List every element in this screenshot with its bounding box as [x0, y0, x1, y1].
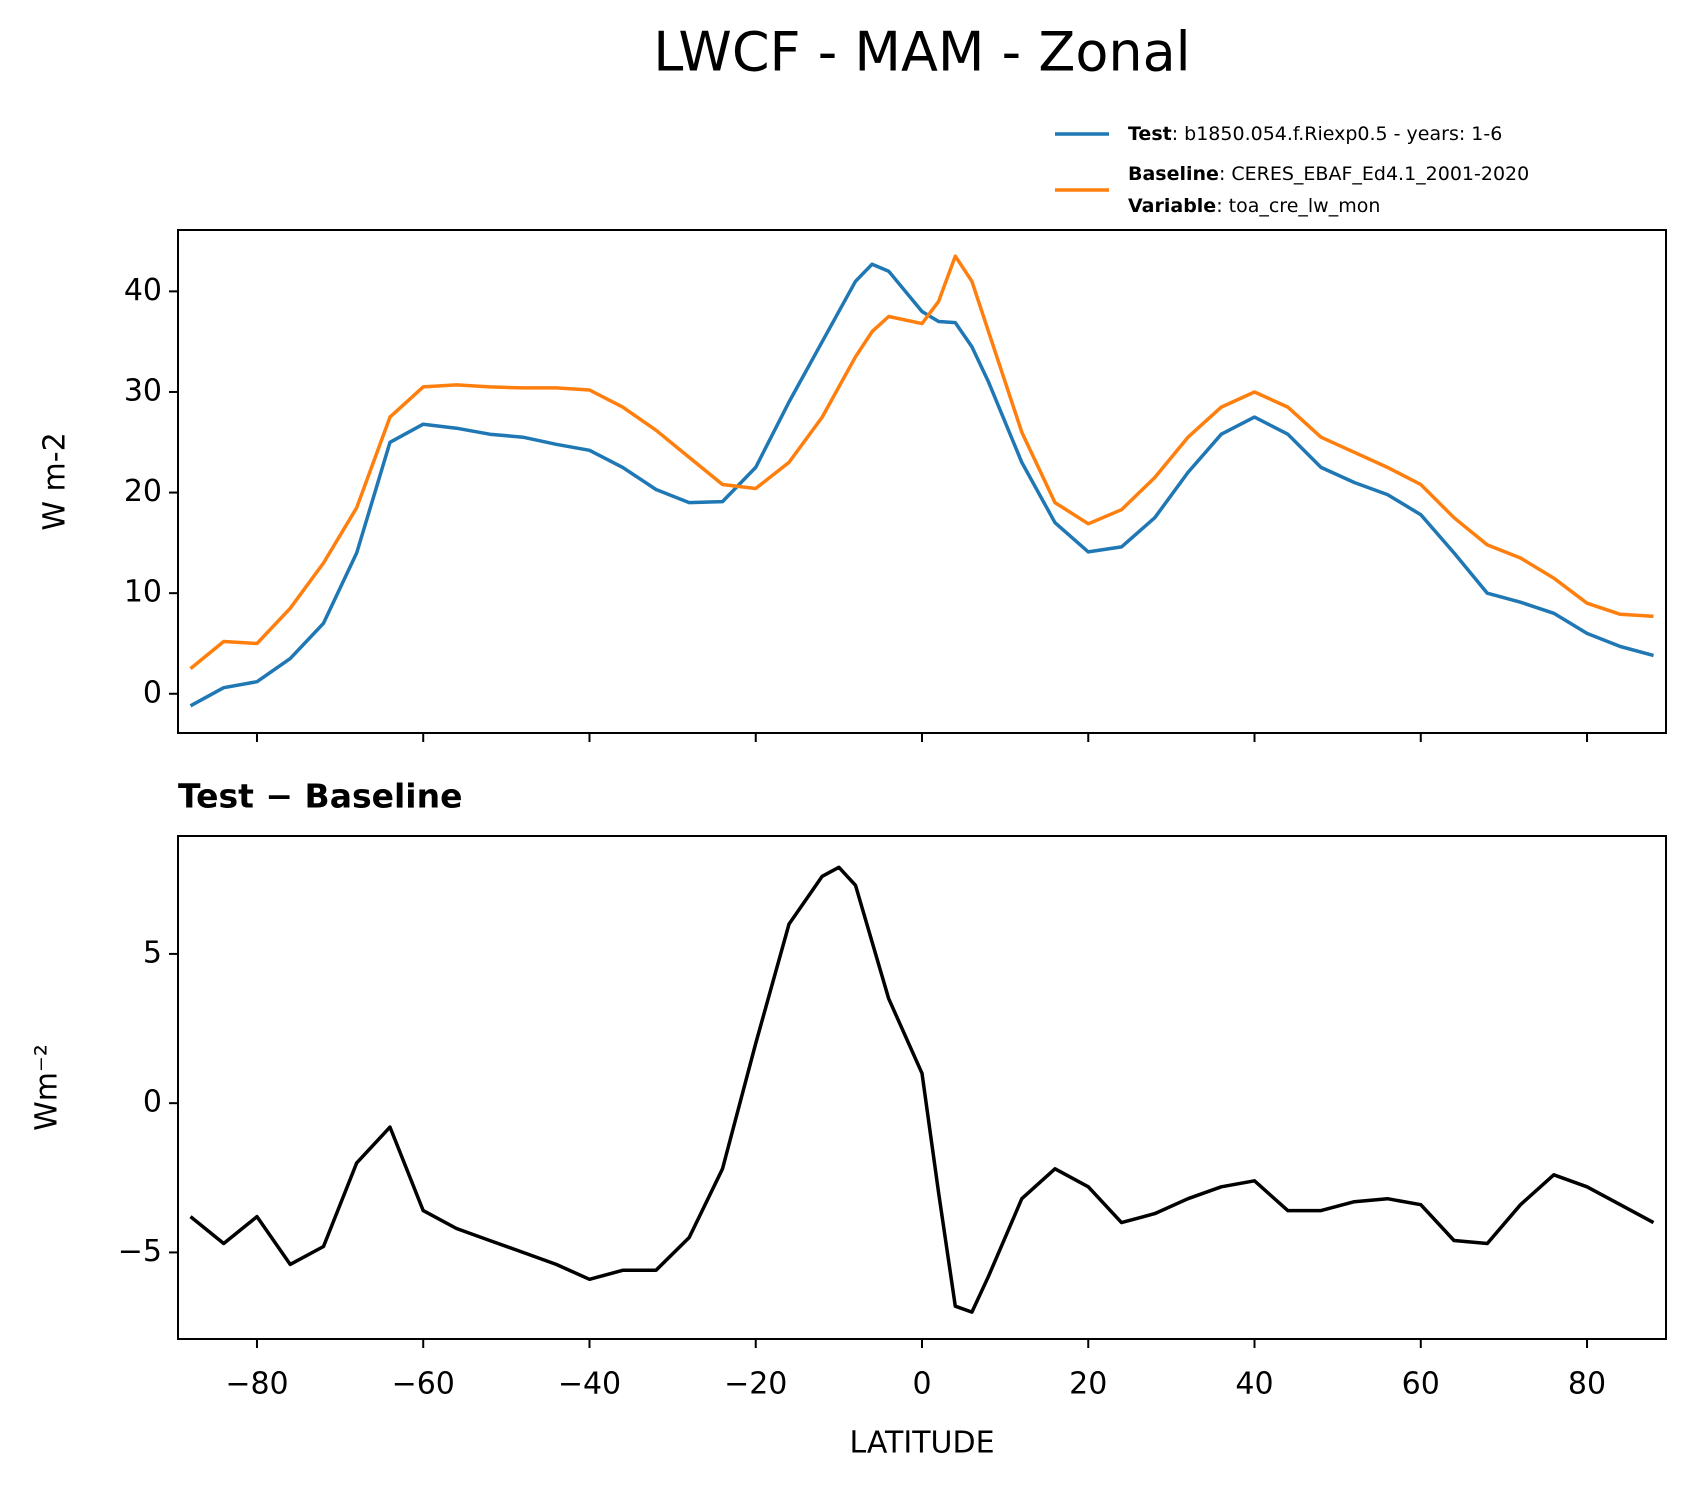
x-tick-label: −60 — [392, 1367, 455, 1402]
x-tick-label: 80 — [1568, 1367, 1606, 1402]
legend-label: Test: b1850.054.f.Riexp0.5 - years: 1-6 — [1128, 123, 1502, 145]
x-tick-label: −20 — [724, 1367, 787, 1402]
x-tick-label: 0 — [912, 1367, 931, 1402]
x-axis-label: LATITUDE — [849, 1426, 994, 1461]
legend-name: Test — [1128, 123, 1172, 145]
y-tick-label: 20 — [124, 474, 162, 509]
data-line — [189, 254, 1654, 670]
figure-title: LWCF - MAM - Zonal — [653, 21, 1190, 84]
legend-text: : toa_cre_lw_mon — [1216, 195, 1380, 217]
y-tick-label: 0 — [143, 1085, 162, 1120]
legend-name: Baseline — [1128, 163, 1219, 185]
data-line — [189, 262, 1654, 708]
y-tick-label: −5 — [118, 1234, 162, 1269]
subplot-title: Test − Baseline — [178, 777, 463, 816]
x-tick-label: −80 — [225, 1367, 288, 1402]
x-tick-label: 40 — [1235, 1367, 1273, 1402]
x-tick-label: −40 — [558, 1367, 621, 1402]
legend-label: Baseline: CERES_EBAF_Ed4.1_2001-2020 — [1128, 163, 1529, 185]
legend-name: Variable — [1128, 195, 1216, 217]
y-tick-label: 10 — [124, 575, 162, 610]
y-tick-label: 30 — [124, 373, 162, 408]
legend-text: : b1850.054.f.Riexp0.5 - years: 1-6 — [1172, 123, 1503, 145]
x-tick-label: 20 — [1069, 1367, 1107, 1402]
axes-frame — [177, 229, 1667, 734]
x-tick-label: 60 — [1402, 1367, 1440, 1402]
y-axis-label: Wm⁻² — [30, 1044, 65, 1131]
axes-frame — [177, 835, 1667, 1340]
y-tick-label: 0 — [143, 675, 162, 710]
data-line — [189, 865, 1655, 1314]
y-tick-label: 40 — [124, 273, 162, 308]
y-tick-label: 5 — [143, 935, 162, 970]
y-axis-label: W m-2 — [38, 432, 73, 530]
legend-text: : CERES_EBAF_Ed4.1_2001-2020 — [1219, 163, 1529, 185]
legend-label: Variable: toa_cre_lw_mon — [1128, 195, 1380, 217]
